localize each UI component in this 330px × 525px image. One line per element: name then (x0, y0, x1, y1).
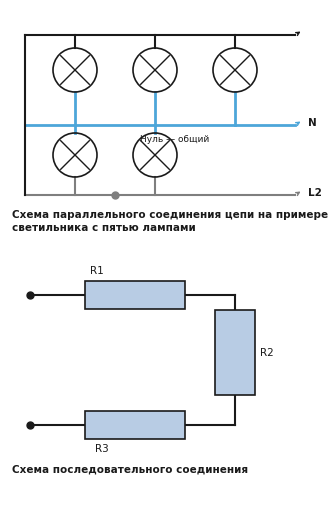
Text: Нуль — общий: Нуль — общий (140, 135, 210, 144)
Text: N: N (308, 118, 317, 128)
Text: R1: R1 (90, 266, 104, 276)
Text: R3: R3 (95, 444, 109, 454)
Text: Схема параллельного соединения цепи на примере
светильника с пятью лампами: Схема параллельного соединения цепи на п… (12, 210, 328, 233)
Text: R2: R2 (260, 348, 274, 358)
FancyBboxPatch shape (85, 411, 185, 439)
Text: Схема последовательного соединения: Схема последовательного соединения (12, 465, 248, 475)
Text: L2: L2 (308, 188, 322, 198)
FancyBboxPatch shape (85, 281, 185, 309)
FancyBboxPatch shape (215, 310, 255, 395)
